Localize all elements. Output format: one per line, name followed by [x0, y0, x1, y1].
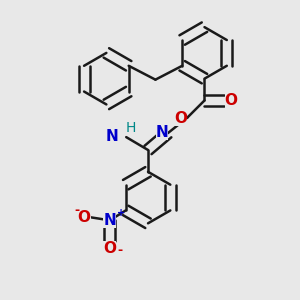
- Text: O: O: [174, 111, 187, 126]
- Text: -: -: [75, 204, 80, 217]
- Text: N: N: [103, 213, 116, 228]
- Text: H: H: [126, 121, 136, 135]
- Text: +: +: [117, 208, 125, 218]
- Text: O: O: [78, 210, 91, 225]
- Text: O: O: [225, 93, 238, 108]
- Text: N: N: [155, 125, 168, 140]
- Text: O: O: [103, 241, 116, 256]
- Text: -: -: [118, 244, 123, 256]
- Text: N: N: [106, 129, 118, 144]
